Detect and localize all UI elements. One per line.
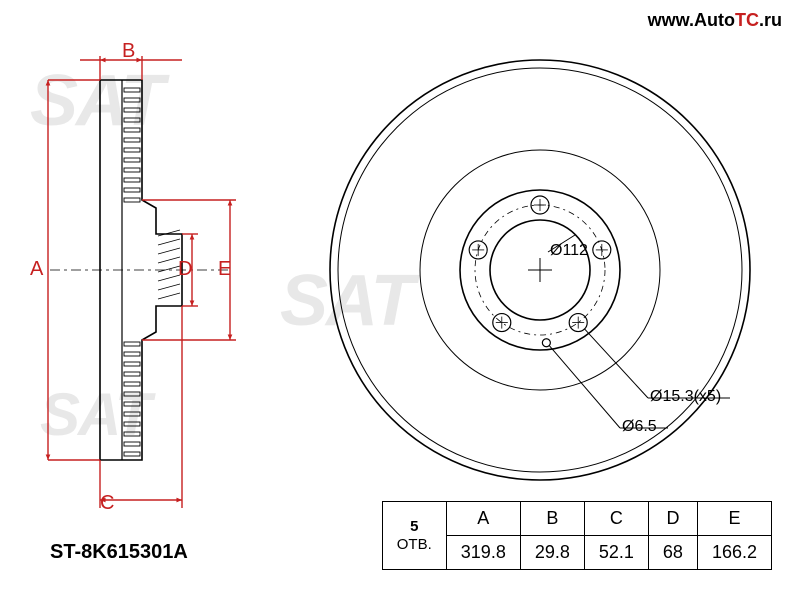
header-b: B — [520, 502, 584, 536]
value-b: 29.8 — [520, 536, 584, 570]
part-number: ST-8K615301A — [50, 541, 188, 564]
callout-center-bore: Ø112 — [550, 242, 588, 260]
header-e: E — [697, 502, 771, 536]
value-e: 166.2 — [697, 536, 771, 570]
callout-small-hole: Ø6.5 — [622, 418, 657, 436]
hole-count-cell: 5 ОТВ. — [382, 502, 446, 570]
url-highlight: TC — [735, 10, 759, 30]
value-c: 52.1 — [584, 536, 648, 570]
dim-label-a: A — [30, 258, 43, 281]
callout-bolt-holes: Ø15.3(x5) — [650, 388, 721, 406]
table-row: 5 ОТВ. A B C D E — [382, 502, 771, 536]
dim-label-c: C — [100, 492, 114, 515]
header-a: A — [446, 502, 520, 536]
url-suffix: .ru — [759, 10, 782, 30]
hole-count: 5 — [410, 518, 418, 535]
dim-label-e: E — [218, 258, 231, 281]
dim-label-d: D — [178, 258, 192, 281]
url-prefix: www.Auto — [648, 10, 735, 30]
dimension-table: 5 ОТВ. A B C D E 319.8 29.8 52.1 68 166.… — [382, 501, 772, 570]
value-a: 319.8 — [446, 536, 520, 570]
site-url: www.AutoTC.ru — [648, 10, 782, 31]
header-d: D — [648, 502, 697, 536]
value-d: 68 — [648, 536, 697, 570]
header-c: C — [584, 502, 648, 536]
dim-label-b: B — [122, 40, 135, 63]
hole-unit: ОТВ. — [397, 536, 432, 553]
